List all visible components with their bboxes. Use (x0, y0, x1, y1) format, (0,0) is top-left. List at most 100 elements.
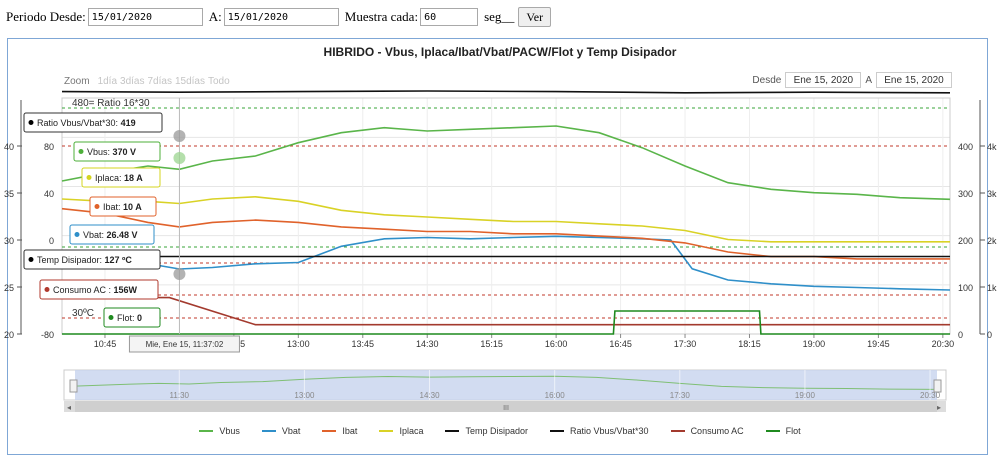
tooltip-iplaca: Iplaca: 18 A (81, 167, 161, 188)
right-outer-tick-label: 4k (987, 142, 997, 152)
legend-item-ibat[interactable]: Ibat (322, 426, 357, 436)
x-tick-label: 13:45 (352, 339, 375, 349)
tooltip-label: Iplaca: (95, 173, 124, 183)
right-outer-tick-label: 1k (987, 283, 997, 293)
legend-item-temp-disipador[interactable]: Temp Disipador (445, 426, 528, 436)
x-tick-label: 13:00 (287, 339, 310, 349)
zoom-15days-button[interactable]: 15días (174, 76, 205, 87)
zoom-7days-button[interactable]: 7días (147, 76, 172, 87)
right-inner-tick-label: 100 (958, 283, 973, 293)
right-inner-tick-label: 0 (958, 330, 963, 340)
range-from-input[interactable] (785, 72, 862, 88)
x-tick-label: 17:30 (674, 339, 697, 349)
right-outer-tick-label: 0 (987, 330, 992, 340)
legend-swatch (322, 430, 337, 432)
series-flot-line (62, 310, 950, 335)
legend-item-iplaca[interactable]: Iplaca (379, 426, 423, 436)
plot-area (61, 97, 951, 335)
tooltip-text: Flot: 0 (117, 313, 142, 323)
from-date-label: Periodo Desde: (6, 9, 86, 24)
tooltip-value: 26.48 V (107, 230, 138, 240)
crosshair-marker (173, 268, 186, 280)
right-inner-tick-label: 400 (958, 142, 973, 152)
tooltip-consumo-ac: Consumo AC : 156W (39, 279, 159, 300)
plot-band-label: 480= Ratio 16*30 (72, 98, 150, 109)
tooltip-text: Vbat: 26.48 V (83, 230, 138, 240)
series-ibat-line (61, 207, 950, 260)
left-outer-tick-label: 35 (4, 189, 14, 199)
navigator-scrollbar-thumb[interactable] (75, 401, 937, 412)
navigator-tick-label: 11:30 (170, 391, 190, 400)
tooltip-value: 10 A (123, 202, 142, 212)
x-tick-label: 16:00 (545, 339, 568, 349)
scroll-right-arrow[interactable]: ▸ (937, 403, 941, 412)
view-button[interactable]: Ver (518, 7, 552, 27)
tooltip-box (23, 249, 161, 270)
tooltip-box (23, 112, 163, 133)
legend-item-vbat[interactable]: Vbat (261, 426, 301, 436)
tooltip-value: 370 V (113, 147, 137, 157)
navigator-tick-label: 14:30 (420, 391, 441, 400)
tooltip-text: Temp Disipador: 127 ºC (37, 255, 132, 265)
navigator-tick-label: 13:00 (294, 391, 315, 400)
tooltip-label: Vbat: (83, 230, 107, 240)
tooltip-label: Ratio Vbus/Vbat*30: (37, 118, 121, 128)
legend-item-flot[interactable]: Flot (765, 426, 801, 436)
legend-swatch (765, 430, 780, 432)
legend-label: Consumo AC (690, 426, 744, 436)
zoom-all-button[interactable]: Todo (208, 76, 230, 87)
navigator-selection (75, 370, 937, 400)
legend-label: Iplaca (399, 426, 424, 436)
scrollbar-grip-icon: III (503, 405, 509, 412)
to-date-input[interactable] (223, 8, 339, 26)
navigator-handle[interactable] (69, 379, 78, 393)
tooltip-label: Ibat: (103, 202, 123, 212)
left-inner-tick-label: 0 (49, 236, 54, 246)
tooltip-ibat: Ibat: 10 A (89, 196, 157, 217)
range-to-input[interactable] (876, 72, 952, 88)
series-iplaca-line (61, 195, 950, 243)
from-date-input[interactable] (87, 8, 203, 26)
tooltip-dot (108, 315, 114, 320)
chart-legend: Vbus Vbat Ibat Iplaca Temp Disipador Ratio Vb… (0, 426, 1000, 436)
to-date-label: A: (208, 9, 222, 24)
legend-swatch (445, 430, 460, 432)
x-tick-label: 10:45 (94, 339, 117, 349)
zoom-1day-button[interactable]: 1día (97, 76, 118, 87)
sample-interval-input[interactable] (420, 8, 479, 26)
left-outer-tick-label: 40 (4, 142, 14, 152)
tooltip-value: 419 (121, 118, 136, 128)
navigator-series-line (74, 375, 938, 390)
legend-item-consumo-ac[interactable]: Consumo AC (670, 426, 744, 436)
scroll-left-arrow[interactable]: ◂ (67, 403, 71, 412)
zoom-label: Zoom (64, 76, 90, 87)
legend-item-vbus[interactable]: Vbus (199, 426, 240, 436)
tooltip-text: Ibat: 10 A (103, 202, 142, 212)
tooltip-label: Temp Disipador: (37, 255, 105, 265)
series-vbus-line (61, 125, 951, 201)
left-outer-tick-label: 20 (4, 330, 14, 340)
navigator-tick-label: 16:00 (545, 391, 566, 400)
x-tick-label: 18:15 (738, 339, 761, 349)
tooltip-dot (78, 149, 84, 154)
tooltip-text: Vbus: 370 V (87, 147, 136, 157)
tooltip-box (39, 279, 159, 300)
tooltip-value: 0 (137, 313, 142, 323)
zoom-3days-button[interactable]: 3días (120, 76, 145, 87)
navigator-tick-label: 19:00 (795, 391, 816, 400)
tooltip-label: Vbus: (87, 147, 113, 157)
tooltip-box (69, 224, 155, 245)
legend-label: Vbat (281, 426, 301, 436)
sample-label: Muestra cada: (344, 9, 419, 24)
tooltip-value: 18 A (124, 173, 143, 183)
navigator-handle[interactable] (933, 379, 942, 393)
x-tick-label: 19:00 (803, 339, 826, 349)
tooltip-flot: Flot: 0 (103, 307, 161, 328)
tooltip-dot (28, 257, 34, 262)
series-consumo-ac-line (62, 296, 950, 326)
legend-item-ratio-vbus-vbat-30[interactable]: Ratio Vbus/Vbat*30 (550, 426, 649, 436)
tooltip-ratio-vbus-vbat-30: Ratio Vbus/Vbat*30: 419 (23, 112, 163, 133)
legend-label: Temp Disipador (465, 426, 528, 436)
tooltip-box (103, 307, 161, 328)
